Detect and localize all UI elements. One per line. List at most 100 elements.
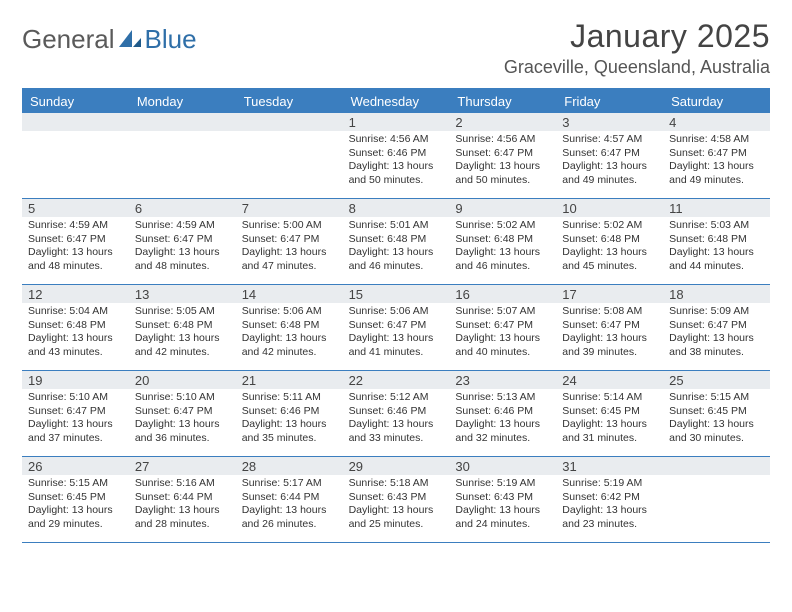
sunrise-line: Sunrise: 5:13 AM (455, 391, 550, 405)
sunset-line: Sunset: 6:43 PM (455, 491, 550, 505)
calendar-cell (236, 113, 343, 198)
daylight-line: Daylight: 13 hours and 29 minutes. (28, 504, 123, 531)
sunset-line: Sunset: 6:47 PM (562, 319, 657, 333)
day-number: 1 (343, 113, 450, 131)
day-number: 2 (449, 113, 556, 131)
calendar: SundayMondayTuesdayWednesdayThursdayFrid… (22, 88, 770, 543)
day-details: Sunrise: 5:12 AMSunset: 6:46 PMDaylight:… (343, 389, 450, 452)
daylight-line: Daylight: 13 hours and 50 minutes. (455, 160, 550, 187)
sunrise-line: Sunrise: 5:09 AM (669, 305, 764, 319)
day-number: 6 (129, 199, 236, 217)
sunset-line: Sunset: 6:44 PM (135, 491, 230, 505)
daylight-line: Daylight: 13 hours and 44 minutes. (669, 246, 764, 273)
day-details: Sunrise: 5:16 AMSunset: 6:44 PMDaylight:… (129, 475, 236, 538)
day-details: Sunrise: 4:57 AMSunset: 6:47 PMDaylight:… (556, 131, 663, 194)
sunset-line: Sunset: 6:42 PM (562, 491, 657, 505)
sunrise-line: Sunrise: 5:14 AM (562, 391, 657, 405)
daylight-line: Daylight: 13 hours and 39 minutes. (562, 332, 657, 359)
day-details: Sunrise: 5:06 AMSunset: 6:48 PMDaylight:… (236, 303, 343, 366)
day-number: 3 (556, 113, 663, 131)
calendar-week: 19Sunrise: 5:10 AMSunset: 6:47 PMDayligh… (22, 371, 770, 457)
daylight-line: Daylight: 13 hours and 32 minutes. (455, 418, 550, 445)
sunset-line: Sunset: 6:48 PM (242, 319, 337, 333)
calendar-cell: 29Sunrise: 5:18 AMSunset: 6:43 PMDayligh… (343, 457, 450, 542)
sunset-line: Sunset: 6:47 PM (455, 147, 550, 161)
calendar-cell: 11 Sunrise: 5:03 AMSunset: 6:48 PMDayligh… (663, 199, 770, 284)
calendar-week: 12Sunrise: 5:04 AMSunset: 6:48 PMDayligh… (22, 285, 770, 371)
sunrise-line: Sunrise: 5:15 AM (669, 391, 764, 405)
sunset-line: Sunset: 6:47 PM (669, 147, 764, 161)
header: General Blue January 2025 Graceville, Qu… (22, 18, 770, 78)
sunrise-line: Sunrise: 5:08 AM (562, 305, 657, 319)
month-title: January 2025 (504, 18, 770, 55)
day-details: Sunrise: 5:05 AMSunset: 6:48 PMDaylight:… (129, 303, 236, 366)
day-number: 18 (663, 285, 770, 303)
sunrise-line: Sunrise: 4:57 AM (562, 133, 657, 147)
day-number (22, 113, 129, 131)
day-number: 25 (663, 371, 770, 389)
sunset-line: Sunset: 6:46 PM (349, 405, 444, 419)
daylight-line: Daylight: 13 hours and 42 minutes. (135, 332, 230, 359)
sunset-line: Sunset: 6:47 PM (562, 147, 657, 161)
sunrise-line: Sunrise: 5:05 AM (135, 305, 230, 319)
day-header-cell: Tuesday (236, 90, 343, 113)
day-details: Sunrise: 4:56 AMSunset: 6:46 PMDaylight:… (343, 131, 450, 194)
day-details: Sunrise: 5:19 AMSunset: 6:43 PMDaylight:… (449, 475, 556, 538)
sunset-line: Sunset: 6:45 PM (669, 405, 764, 419)
day-number: 9 (449, 199, 556, 217)
calendar-cell: 17Sunrise: 5:08 AMSunset: 6:47 PMDayligh… (556, 285, 663, 370)
calendar-cell: 1Sunrise: 4:56 AMSunset: 6:46 PMDaylight… (343, 113, 450, 198)
day-number: 30 (449, 457, 556, 475)
day-details: Sunrise: 5:15 AMSunset: 6:45 PMDaylight:… (22, 475, 129, 538)
sail-icon (119, 24, 141, 55)
calendar-cell: 3Sunrise: 4:57 AMSunset: 6:47 PMDaylight… (556, 113, 663, 198)
calendar-cell: 24 Sunrise: 5:14 AMSunset: 6:45 PMDayligh… (556, 371, 663, 456)
sunrise-line: Sunrise: 4:56 AM (455, 133, 550, 147)
sunset-line: Sunset: 6:47 PM (669, 319, 764, 333)
sunset-line: Sunset: 6:47 PM (455, 319, 550, 333)
day-number: 11 (663, 199, 770, 217)
day-details: Sunrise: 5:07 AMSunset: 6:47 PMDaylight:… (449, 303, 556, 366)
daylight-line: Daylight: 13 hours and 48 minutes. (135, 246, 230, 273)
daylight-line: Daylight: 13 hours and 25 minutes. (349, 504, 444, 531)
sunrise-line: Sunrise: 5:17 AM (242, 477, 337, 491)
day-details: Sunrise: 5:10 AMSunset: 6:47 PMDaylight:… (22, 389, 129, 452)
day-header-cell: Friday (556, 90, 663, 113)
day-details: Sunrise: 4:56 AMSunset: 6:47 PMDaylight:… (449, 131, 556, 194)
calendar-cell: 13Sunrise: 5:05 AMSunset: 6:48 PMDayligh… (129, 285, 236, 370)
daylight-line: Daylight: 13 hours and 31 minutes. (562, 418, 657, 445)
day-details: Sunrise: 5:15 AMSunset: 6:45 PMDaylight:… (663, 389, 770, 452)
sunset-line: Sunset: 6:45 PM (562, 405, 657, 419)
day-number: 5 (22, 199, 129, 217)
sunrise-line: Sunrise: 5:03 AM (669, 219, 764, 233)
sunset-line: Sunset: 6:44 PM (242, 491, 337, 505)
day-number: 29 (343, 457, 450, 475)
day-header-cell: Wednesday (343, 90, 450, 113)
weeks-container: 1Sunrise: 4:56 AMSunset: 6:46 PMDaylight… (22, 113, 770, 543)
sunset-line: Sunset: 6:48 PM (135, 319, 230, 333)
brand-logo: General Blue (22, 18, 197, 55)
sunset-line: Sunset: 6:48 PM (669, 233, 764, 247)
calendar-week: 5Sunrise: 4:59 AMSunset: 6:47 PMDaylight… (22, 199, 770, 285)
day-header-row: SundayMondayTuesdayWednesdayThursdayFrid… (22, 90, 770, 113)
sunset-line: Sunset: 6:47 PM (135, 233, 230, 247)
calendar-cell: 30Sunrise: 5:19 AMSunset: 6:43 PMDayligh… (449, 457, 556, 542)
day-number: 21 (236, 371, 343, 389)
calendar-cell: 22Sunrise: 5:12 AMSunset: 6:46 PMDayligh… (343, 371, 450, 456)
day-number: 27 (129, 457, 236, 475)
daylight-line: Daylight: 13 hours and 26 minutes. (242, 504, 337, 531)
day-details: Sunrise: 5:02 AMSunset: 6:48 PMDaylight:… (449, 217, 556, 280)
calendar-cell: 14Sunrise: 5:06 AMSunset: 6:48 PMDayligh… (236, 285, 343, 370)
sunrise-line: Sunrise: 5:07 AM (455, 305, 550, 319)
daylight-line: Daylight: 13 hours and 48 minutes. (28, 246, 123, 273)
day-number: 23 (449, 371, 556, 389)
day-number: 22 (343, 371, 450, 389)
daylight-line: Daylight: 13 hours and 36 minutes. (135, 418, 230, 445)
daylight-line: Daylight: 13 hours and 49 minutes. (562, 160, 657, 187)
calendar-cell (129, 113, 236, 198)
sunrise-line: Sunrise: 4:59 AM (135, 219, 230, 233)
day-number: 24 (556, 371, 663, 389)
day-number: 15 (343, 285, 450, 303)
day-details: Sunrise: 5:17 AMSunset: 6:44 PMDaylight:… (236, 475, 343, 538)
day-number: 19 (22, 371, 129, 389)
